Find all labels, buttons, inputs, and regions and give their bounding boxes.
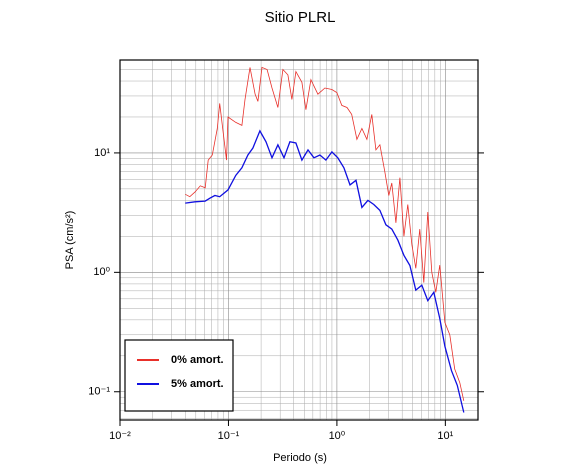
series-line <box>185 66 465 401</box>
legend-box <box>124 339 234 412</box>
x-tick-label: 10⁻² <box>109 430 131 442</box>
chart-title: Sitio PLRL <box>265 9 336 26</box>
x-tick-label: 10¹ <box>437 430 453 442</box>
series-line <box>185 129 465 413</box>
plot-frame <box>119 59 479 421</box>
x-tick-label: 10⁰ <box>329 430 346 442</box>
y-tick-label: 10⁻¹ <box>88 386 110 398</box>
y-tick-label: 10¹ <box>94 147 110 159</box>
x-tick-label: 10⁻¹ <box>218 430 240 442</box>
legend-label: 0% amort. <box>171 354 224 366</box>
y-axis-label: PSA (cm/s²) <box>64 211 76 270</box>
x-axis-label: Periodo (s) <box>273 452 327 464</box>
legend-label: 5% amort. <box>171 378 224 390</box>
y-tick-label: 10⁰ <box>93 266 110 278</box>
